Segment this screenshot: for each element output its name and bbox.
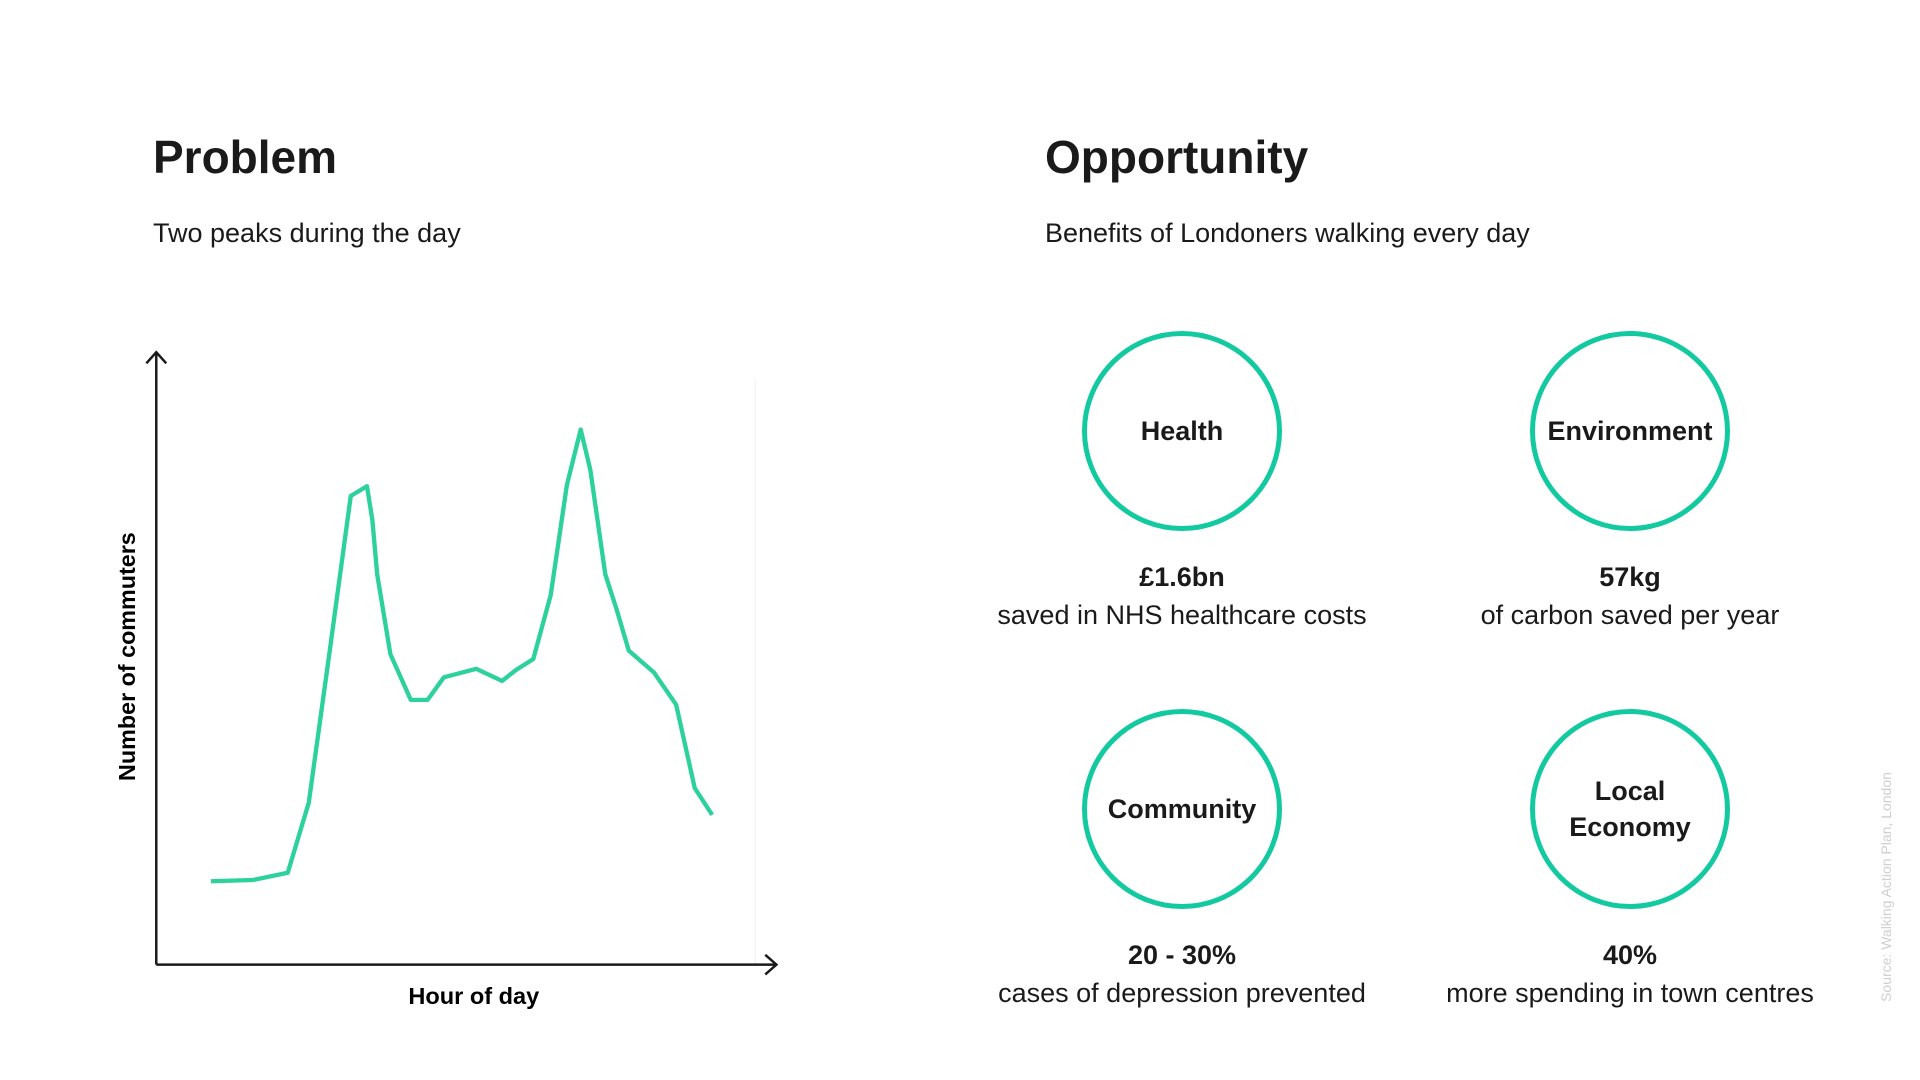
benefit-circle: Local Economy — [1530, 709, 1730, 909]
commuter-line — [210, 427, 714, 884]
y-arrow — [145, 350, 168, 365]
benefit-label: Local Economy — [1569, 776, 1691, 842]
benefit-value: 20 - 30% — [1127, 940, 1237, 970]
y-axis-label: Number of commuters — [114, 532, 140, 781]
benefit-circle: Community — [1082, 709, 1282, 909]
problem-title: Problem — [153, 131, 338, 183]
benefit-description: cases of depression prevented — [998, 978, 1366, 1008]
benefit-value: £1.6bn — [1139, 562, 1225, 592]
benefit-description: saved in NHS healthcare costs — [997, 600, 1367, 630]
benefit-description: more spending in town centres — [1446, 978, 1814, 1008]
x-arrow — [764, 953, 779, 976]
opportunity-subtitle: Benefits of Londoners walking every day — [1045, 218, 1530, 248]
x-axis-label: Hour of day — [408, 983, 539, 1009]
benefit-description: of carbon saved per year — [1480, 600, 1780, 630]
opportunity-title: Opportunity — [1045, 131, 1309, 183]
source-note: Source: Walking Action Plan, London — [1878, 772, 1894, 1002]
benefit-value: 57kg — [1599, 562, 1661, 592]
problem-subtitle: Two peaks during the day — [153, 218, 461, 248]
benefit-value: 40% — [1602, 940, 1658, 970]
benefit-label: Health — [1140, 416, 1224, 446]
benefit-label: Community — [1107, 794, 1257, 824]
benefit-label: Environment — [1547, 416, 1713, 446]
benefit-circle: Health — [1082, 331, 1282, 531]
benefit-circle: Environment — [1530, 331, 1730, 531]
